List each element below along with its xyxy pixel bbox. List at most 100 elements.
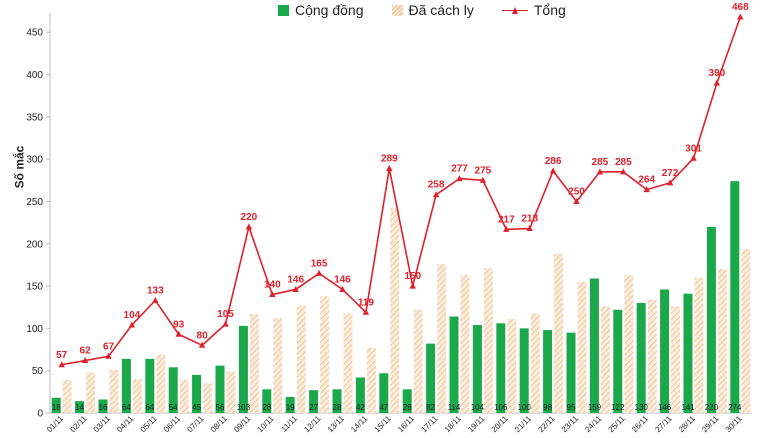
total-point (81, 357, 89, 364)
total-point (315, 269, 323, 276)
y-tick-label: 50 (32, 366, 44, 377)
total-point (503, 225, 510, 232)
total-value-label: 146 (287, 274, 304, 285)
legend-item-community: Cộng đồng (278, 2, 364, 18)
total-value-label: 165 (311, 258, 328, 269)
community-value-label: 146 (658, 403, 672, 412)
y-tick-label: 0 (37, 409, 43, 420)
total-value-label: 150 (404, 271, 421, 282)
total-point (713, 79, 721, 86)
total-point (362, 308, 370, 315)
x-tick-label: 16/11 (396, 414, 416, 434)
bar-isolated (226, 371, 236, 413)
total-point (479, 176, 487, 183)
bar-isolated (366, 347, 376, 413)
y-tick-label: 400 (26, 70, 43, 81)
x-tick-label: 08/11 (209, 414, 229, 434)
community-value-label: 220 (705, 403, 719, 412)
bar-isolated (624, 275, 634, 413)
total-value-label: 105 (217, 309, 234, 320)
bar-isolated (132, 379, 142, 413)
x-tick-label: 21/11 (513, 414, 533, 434)
total-point (643, 186, 650, 193)
bar-community (262, 389, 272, 413)
bar-community (309, 390, 319, 413)
total-point (526, 225, 533, 232)
y-tick-label: 350 (26, 112, 43, 123)
total-point (175, 330, 182, 337)
x-tick-label: 15/11 (373, 414, 393, 434)
bar-community (589, 278, 599, 413)
total-point (198, 341, 206, 348)
bar-community (472, 325, 482, 413)
community-value-label: 106 (494, 403, 508, 412)
total-value-label: 285 (615, 157, 632, 168)
community-value-label: 64 (145, 403, 154, 412)
total-value-label: 468 (732, 2, 749, 13)
total-point (737, 13, 744, 20)
total-point (620, 168, 627, 175)
total-point (432, 191, 440, 198)
x-tick-label: 11/11 (279, 414, 299, 434)
legend-label-community: Cộng đồng (295, 2, 364, 18)
total-value-label: 217 (498, 214, 515, 225)
y-tick-label: 250 (26, 197, 43, 208)
total-value-label: 104 (124, 310, 141, 321)
bar-isolated (179, 380, 189, 413)
bar-community (238, 325, 248, 413)
total-value-label: 140 (264, 280, 281, 291)
total-point (596, 168, 604, 175)
total-value-label: 220 (241, 212, 258, 223)
legend-swatch-community (278, 4, 289, 16)
x-tick-label: 20/11 (490, 414, 510, 434)
community-value-label: 19 (286, 403, 295, 412)
total-point (690, 154, 697, 161)
community-value-label: 28 (262, 403, 271, 412)
bar-isolated (249, 314, 259, 413)
community-value-label: 114 (448, 403, 461, 412)
bar-isolated (86, 372, 96, 413)
bar-isolated (577, 281, 587, 413)
community-value-label: 82 (426, 403, 435, 412)
total-value-label: 250 (568, 186, 585, 197)
community-value-label: 45 (192, 403, 201, 412)
community-value-label: 64 (122, 403, 131, 412)
bar-community (51, 397, 61, 413)
total-value-label: 301 (685, 143, 702, 154)
bar-community (168, 367, 178, 413)
bar-community (355, 377, 365, 413)
bar-community (566, 332, 576, 413)
legend-item-isolated: Đã cách ly (391, 2, 474, 18)
total-value-label: 93 (173, 319, 185, 330)
x-tick-label: 04/11 (115, 414, 135, 434)
total-value-label: 80 (197, 330, 209, 341)
axes-group: 0 50 100 150 200 250 300 350 400 450 (26, 13, 752, 420)
bar-isolated (156, 354, 166, 413)
bars-group (51, 181, 751, 413)
bar-isolated (203, 383, 213, 413)
total-value-label: 258 (428, 180, 445, 191)
bar-community (613, 309, 623, 413)
bar-isolated (343, 313, 353, 413)
x-tick-label: 24/11 (583, 414, 603, 434)
bar-community (285, 396, 295, 413)
x-tick-label: 23/11 (560, 414, 580, 434)
community-value-label: 104 (471, 403, 485, 412)
total-point (409, 282, 416, 289)
community-value-label: 141 (681, 403, 695, 412)
total-point (128, 321, 136, 328)
x-tick-label: 27/11 (653, 414, 673, 434)
bar-isolated (413, 309, 423, 413)
x-tick-label: 12/11 (302, 414, 322, 434)
total-value-label: 285 (592, 157, 609, 168)
total-point (456, 175, 463, 182)
community-value-label: 122 (611, 403, 625, 412)
chart-legend: Cộng đồng Đã cách ly Tổng (278, 2, 566, 18)
total-point (152, 296, 159, 303)
bar-isolated (62, 380, 72, 413)
total-point (245, 223, 253, 230)
x-tick-label: 28/11 (677, 414, 697, 434)
y-tick-label: 100 (26, 324, 43, 335)
bar-isolated (600, 306, 610, 413)
